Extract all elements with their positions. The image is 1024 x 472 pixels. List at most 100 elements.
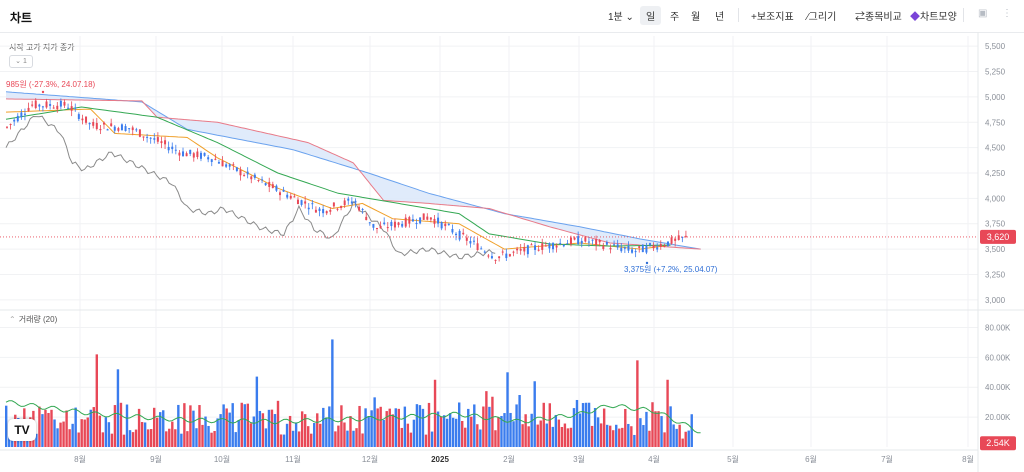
volume-bar [454,418,458,447]
volume-bar [527,426,530,447]
candle-body [217,161,220,164]
volume-bar [267,409,271,447]
candle-body [318,208,321,211]
period-week-tab[interactable]: 주 [670,12,680,23]
candle-body [580,240,583,244]
drawing-button[interactable]: ⁄그리기 [807,12,837,23]
candle-body [631,249,634,253]
volume-bar [639,418,642,447]
candle-body [663,245,666,247]
volume-bar [388,408,391,447]
volume-bar [74,407,77,447]
candle-body [34,100,37,109]
volume-bar [358,405,361,447]
volume-bar [512,421,515,447]
candle-body [286,194,289,198]
volume-bar [560,426,564,447]
volume-bar [113,405,117,447]
volume-bar [110,433,114,447]
volume-bar [615,424,618,447]
legend-toggle[interactable]: ⌄ 1 [9,55,33,68]
candle-body [279,192,282,196]
candle-body [185,153,188,157]
period-year-tab[interactable]: 년 [715,12,725,23]
volume-bar [146,429,150,447]
candle-body [38,104,41,107]
volume-bar [618,428,621,447]
volume-bar [86,417,89,447]
volume-bar [337,425,340,447]
volume-bar [548,403,551,447]
candle-body [92,121,95,126]
candle-body [401,223,404,227]
volume-bar [524,414,527,447]
volume-bar [231,403,234,447]
candle-body [408,217,411,224]
price-tick-label: 5,500 [985,42,1006,51]
volume-bar [71,423,74,447]
indicators-button[interactable]: +보조지표 [751,12,794,23]
chart-toolbar: 차트 1분 ⌄ 일 주 월 년 +보조지표 ⁄그리기 ⇄종목비교 ◆차트모양 ▣… [0,0,1024,33]
volume-bar [297,431,301,447]
candle-body [372,224,375,228]
volume-bar [509,412,512,447]
price-tick-label: 3,250 [985,270,1006,279]
volume-bar [361,433,364,447]
volume-bar [198,405,201,447]
volume-bar [630,426,633,447]
chevron-down-icon: ⌄ [625,12,634,23]
collapse-icon[interactable]: ⌃ [9,315,16,324]
more-icon[interactable]: ⋮ [1002,8,1012,19]
candle-body [70,106,73,111]
high-annotation: 985원 (-27.3%, 24.07.18) [6,80,96,89]
candle-body [31,104,34,106]
candle-body [419,217,422,224]
chart-style-button[interactable]: ◆차트모양 [910,12,957,23]
volume-bar [171,421,174,447]
time-tick-label: 10월 [214,454,230,464]
candle-body [422,213,425,220]
volume-bar [479,429,482,447]
volume-bar [470,416,473,447]
volume-bar [642,425,645,447]
save-icon[interactable]: ▣ [978,8,988,19]
candle-body [192,153,195,158]
candle-body [566,243,569,245]
volume-bar [53,419,56,447]
volume-bar [276,400,280,447]
volume-bar [65,410,68,447]
candle-body [587,241,590,243]
candle-body [623,247,626,249]
time-tick-label: 5월 [727,454,739,464]
period-day-tab[interactable]: 일 [640,6,662,25]
period-month-tab[interactable]: 월 [691,12,701,23]
volume-bar [122,434,126,447]
interval-select[interactable]: 1분 ⌄ [608,12,634,23]
volume-bar [412,419,416,447]
candle-body [271,184,274,188]
time-tick-label: 11월 [285,454,301,464]
volume-bar [140,422,144,447]
candle-body [483,251,486,253]
candle-body [322,209,325,214]
volume-bar [536,424,539,447]
current-price-tag [980,229,1016,244]
volume-bar [98,415,102,447]
time-tick-label: 8월 [74,454,86,464]
candle-body [52,107,55,109]
time-tick-label: 7월 [881,454,893,464]
volume-bar [521,424,524,447]
candle-body [106,129,109,131]
compare-button[interactable]: ⇄종목비교 [855,12,902,23]
candle-body [156,137,159,142]
compare-icon: ⇄ [855,12,865,23]
candle-body [383,222,386,225]
volume-bar [343,422,346,447]
volume-bar [104,417,108,447]
candle-body [375,228,378,230]
volume-bar [569,427,573,447]
volume-bar [95,354,98,447]
candle-body [569,237,572,245]
span-a-line [5,91,701,250]
